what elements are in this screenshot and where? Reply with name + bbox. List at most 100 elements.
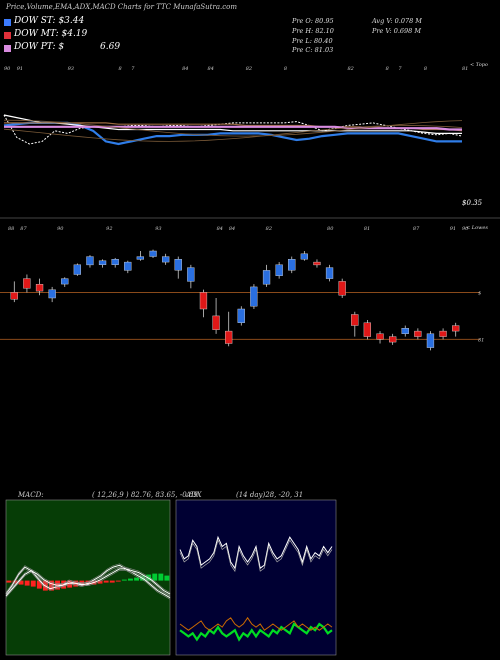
- candle-body: [161, 256, 170, 263]
- legend-label: DOW MT: $4.19: [14, 29, 88, 39]
- macd-histogram-bar: [103, 580, 109, 583]
- candle-body: [363, 322, 371, 337]
- macd-histogram-bar: [30, 580, 36, 587]
- candle-body: [452, 325, 460, 332]
- candle-body: [124, 261, 132, 271]
- adx-params: (14 day)28, -20, 31: [236, 491, 304, 499]
- candle-body: [414, 330, 422, 337]
- ema-top-tick-label: 8: [386, 66, 389, 72]
- macd-signal-line: [5, 570, 171, 598]
- ema-faint-line: [3, 125, 463, 142]
- top-axis-note: < Topo: [470, 62, 488, 68]
- ohlc-prev-volume: Pre V: 0.698 M: [372, 27, 422, 35]
- candle-body: [187, 267, 195, 282]
- macd-histogram-bar: [49, 580, 54, 591]
- ema-top-tick-label: 90: [4, 66, 11, 72]
- adx-panel-bg: [175, 499, 337, 656]
- price-top-tick-label: 91: [450, 226, 456, 232]
- macd-macd-line: [5, 566, 171, 600]
- macd-title: MACD:: [18, 491, 44, 499]
- candle-body: [275, 264, 283, 276]
- price-top-tick-label: 80: [327, 226, 334, 232]
- candle-body: [250, 286, 258, 307]
- legend-swatch-icon: [4, 45, 11, 52]
- ema-top-tick-label: 82: [246, 66, 252, 72]
- ema-top-tick-label: 82: [348, 66, 354, 72]
- lower-axis-note: < Lowes: [466, 225, 488, 231]
- ema-top-tick-label: 8: [119, 66, 122, 72]
- price-top-tick-label: 84: [217, 226, 223, 232]
- legend-label: DOW PT: $: [14, 42, 65, 52]
- ema-series-price: [3, 114, 463, 145]
- ema-top-tick-label: 84: [208, 66, 214, 72]
- price-top-tick-label: 84: [229, 226, 235, 232]
- legend-swatch-icon: [4, 19, 11, 26]
- macd-histogram-bar: [24, 580, 30, 586]
- price-top-tick-label: 90: [462, 226, 469, 232]
- candle-body: [288, 259, 296, 271]
- candle-body: [351, 314, 359, 326]
- macd-histogram-bar: [134, 577, 139, 581]
- ema-series-ema-mid: [3, 114, 462, 134]
- macd-histogram-bar: [164, 575, 170, 581]
- candle-body: [313, 261, 321, 266]
- ema-top-tick-label: 7: [398, 66, 402, 72]
- chart-title: Price,Volume,EMA,ADX,MACD Charts for TTC…: [6, 3, 238, 11]
- ohlc-avg-volume: Avg V: 0.078 M: [372, 17, 422, 25]
- candle-body: [262, 270, 271, 285]
- ema-top-tick-label: 91: [17, 66, 23, 72]
- ema-top-tick-label: 7: [131, 66, 135, 72]
- candle-body: [401, 328, 409, 334]
- macd-histogram-bar: [6, 580, 12, 583]
- adx-minus-di: [179, 616, 333, 631]
- price-right-label: 81: [478, 337, 484, 343]
- macd-panel-bg: [5, 499, 171, 656]
- ema-top-tick-label: 8: [284, 66, 287, 72]
- candle-body: [174, 259, 182, 271]
- candle-body: [149, 250, 157, 257]
- candle-body: [237, 308, 245, 324]
- adx-adx-line: [179, 535, 333, 570]
- macd-histogram-bar: [97, 580, 103, 584]
- candle-body: [325, 267, 334, 279]
- macd-histogram-bar: [121, 579, 127, 581]
- candle-body: [338, 281, 346, 296]
- legend-extra: 6.69: [100, 42, 121, 52]
- price-top-tick-label: 82: [266, 226, 272, 232]
- candle-body: [48, 289, 56, 299]
- legend-swatch-icon: [4, 32, 11, 39]
- macd-histogram-bar: [158, 573, 164, 581]
- price-top-tick-label: 87: [20, 226, 27, 232]
- macd-histogram-bar: [115, 580, 121, 582]
- ohlc-high: Pre H: 82.10: [292, 27, 334, 35]
- macd-histogram-bar: [109, 580, 115, 583]
- macd-histogram-bar: [18, 580, 24, 585]
- macd-histogram-bar: [146, 574, 152, 581]
- candle-body: [224, 330, 233, 344]
- price-top-tick-label: 90: [57, 226, 64, 232]
- adx-plus-di: [179, 622, 333, 642]
- candle-body: [86, 256, 94, 266]
- candle-body: [10, 292, 18, 300]
- macd-histogram-bar: [67, 580, 73, 588]
- macd-histogram-bar: [36, 580, 42, 589]
- candle-body: [426, 333, 435, 348]
- candle-body: [212, 315, 220, 330]
- ema-top-tick-label: 84: [182, 66, 188, 72]
- ohlc-close: Pre C: 81.03: [292, 46, 334, 54]
- ohlc-open: Pre O: 80.95: [292, 17, 334, 25]
- candle-body: [23, 278, 31, 289]
- ema-top-tick-label: 93: [68, 66, 74, 72]
- ohlc-low: Pre L: 80.40: [292, 37, 333, 45]
- macd-histogram-bar: [152, 573, 158, 581]
- price-top-tick-label: 92: [106, 226, 112, 232]
- ema-series-ema-pt: [4, 125, 462, 131]
- candle-body: [61, 278, 69, 285]
- macd-signal-line: [5, 568, 171, 597]
- macd-signal-line: [5, 567, 171, 595]
- price-right-label: $: [478, 290, 481, 296]
- candle-body: [439, 330, 447, 337]
- macd-histogram-bar: [79, 580, 85, 586]
- candle-body: [389, 336, 397, 343]
